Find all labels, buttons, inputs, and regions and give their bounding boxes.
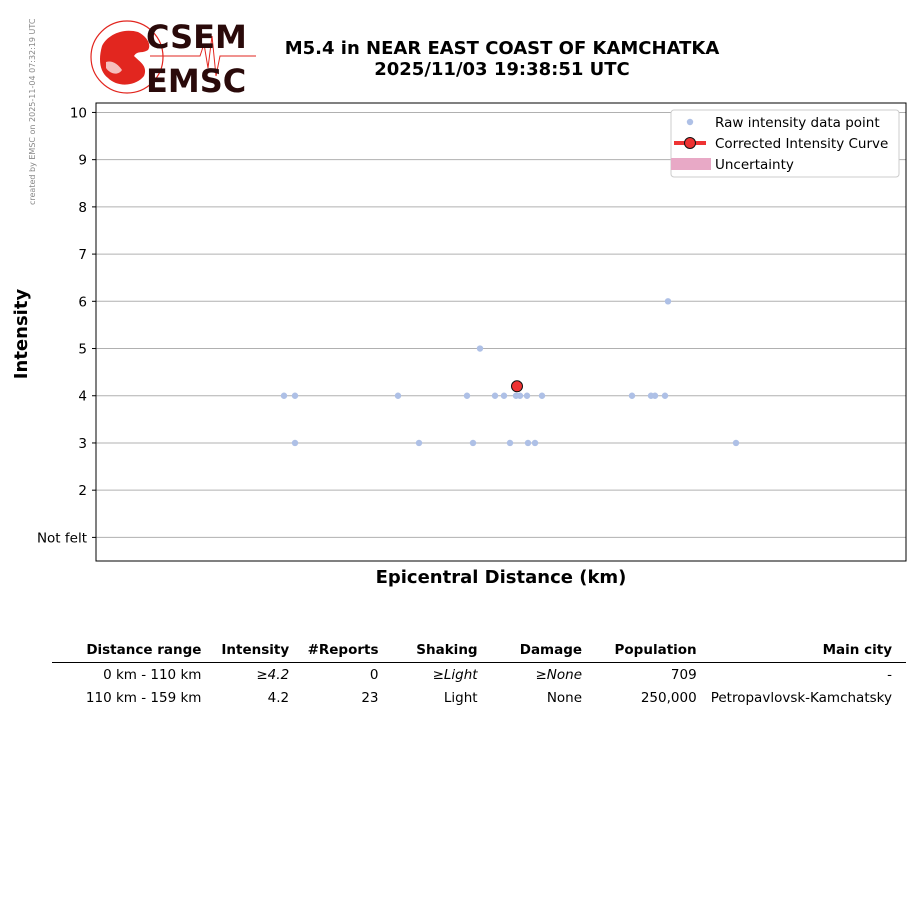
- cell-reports: 0: [369, 667, 379, 683]
- cell-city: Petropavlovsk-Kamchatsky: [710, 690, 892, 706]
- raw-data-point: [394, 392, 402, 399]
- legend-label-curve: Corrected Intensity Curve: [715, 136, 888, 152]
- cell-damage: None: [546, 690, 583, 706]
- raw-data-point: [463, 392, 471, 399]
- legend-label-raw: Raw intensity data point: [715, 115, 880, 131]
- raw-data-point: [661, 392, 669, 399]
- y-ticks: Not felt 2 3 4 5 6 7 8 9 10: [37, 105, 96, 546]
- raw-data-point: [291, 392, 299, 399]
- y-axis-label: Intensity: [11, 289, 32, 380]
- raw-data-point: [628, 392, 636, 399]
- y-tick-label: 10: [70, 105, 87, 121]
- col-header-population: Population: [596, 640, 711, 663]
- y-tick-label: 5: [78, 342, 87, 358]
- legend-marker-raw: [686, 118, 694, 126]
- plot-frame: [95, 102, 907, 562]
- col-header-range: Distance range: [52, 640, 216, 663]
- raw-data-point: [500, 392, 508, 399]
- y-tick-label: 9: [78, 153, 87, 169]
- y-tick-label: Not felt: [37, 530, 87, 546]
- cell-shaking: Light: [443, 690, 478, 706]
- raw-data-point: [469, 439, 477, 447]
- legend: Raw intensity data point Corrected Inten…: [670, 109, 900, 178]
- data-points: [280, 298, 740, 447]
- y-tick-label: 7: [78, 247, 87, 263]
- cell-reports: 23: [361, 690, 379, 706]
- raw-data-point: [476, 345, 484, 352]
- title-line-1: M5.4 in NEAR EAST COAST OF KAMCHATKA: [284, 38, 720, 59]
- raw-data-point: [524, 439, 532, 447]
- raw-data-point: [506, 439, 514, 447]
- cell-population: 250,000: [640, 690, 697, 706]
- logo-graphic: CSEM EMSC: [90, 18, 256, 100]
- y-tick-label: 2: [78, 483, 87, 499]
- raw-data-point: [516, 392, 524, 399]
- col-header-reports: #Reports: [303, 640, 393, 663]
- col-header-damage: Damage: [491, 640, 597, 663]
- col-header-shaking: Shaking: [392, 640, 492, 663]
- y-tick-label: 6: [78, 294, 87, 310]
- legend-label-uncertainty: Uncertainty: [715, 157, 794, 173]
- table-row: 0 km - 110 km ≥4.2 0 ≥Light ≥None 709 -: [52, 663, 906, 687]
- table-row: 110 km - 159 km 4.2 23 Light None 250,00…: [52, 686, 906, 709]
- raw-data-point: [651, 392, 659, 399]
- cell-damage: ≥None: [535, 667, 583, 683]
- legend-marker-uncertainty: [671, 158, 711, 170]
- col-header-city: Main city: [710, 640, 906, 663]
- page-title: M5.4 in NEAR EAST COAST OF KAMCHATKA 202…: [262, 38, 742, 80]
- cell-population: 709: [670, 667, 697, 683]
- raw-data-point: [291, 439, 299, 447]
- corrected-intensity-point: [511, 380, 523, 393]
- raw-data-point: [523, 392, 531, 399]
- cell-intensity: 4.2: [267, 690, 290, 706]
- intensity-chart: Not felt 2 3 4 5 6 7 8 9 10 Epicentral Distance (…: [11, 102, 907, 588]
- raw-data-point: [664, 298, 672, 305]
- cell-shaking: ≥Light: [432, 667, 478, 683]
- raw-data-point: [531, 439, 539, 447]
- legend-marker-curve-dot: [684, 137, 696, 149]
- table-header-row: Distance range Intensity #Reports Shakin…: [52, 640, 906, 663]
- legend-box: [670, 109, 900, 178]
- raw-data-point: [491, 392, 499, 399]
- raw-data-point: [280, 392, 288, 399]
- emsc-logo: CSEM EMSC: [88, 16, 258, 100]
- y-tick-label: 8: [78, 200, 87, 216]
- logo-bottom-text: EMSC: [146, 62, 246, 98]
- cell-range: 110 km - 159 km: [85, 690, 202, 706]
- summary-table: Distance range Intensity #Reports Shakin…: [52, 640, 906, 709]
- cell-city: -: [887, 667, 892, 683]
- raw-data-point: [538, 392, 546, 399]
- col-header-intensity: Intensity: [215, 640, 304, 663]
- y-tick-label: 3: [78, 436, 87, 452]
- cell-intensity: ≥4.2: [256, 667, 290, 683]
- logo-top-text: CSEM: [146, 18, 247, 56]
- y-tick-label: 4: [78, 389, 87, 405]
- title-line-2: 2025/11/03 19:38:51 UTC: [374, 59, 630, 80]
- x-axis-label: Epicentral Distance (km): [376, 567, 627, 588]
- raw-data-point: [415, 439, 423, 447]
- raw-data-point: [732, 439, 740, 447]
- cell-range: 0 km - 110 km: [103, 667, 202, 683]
